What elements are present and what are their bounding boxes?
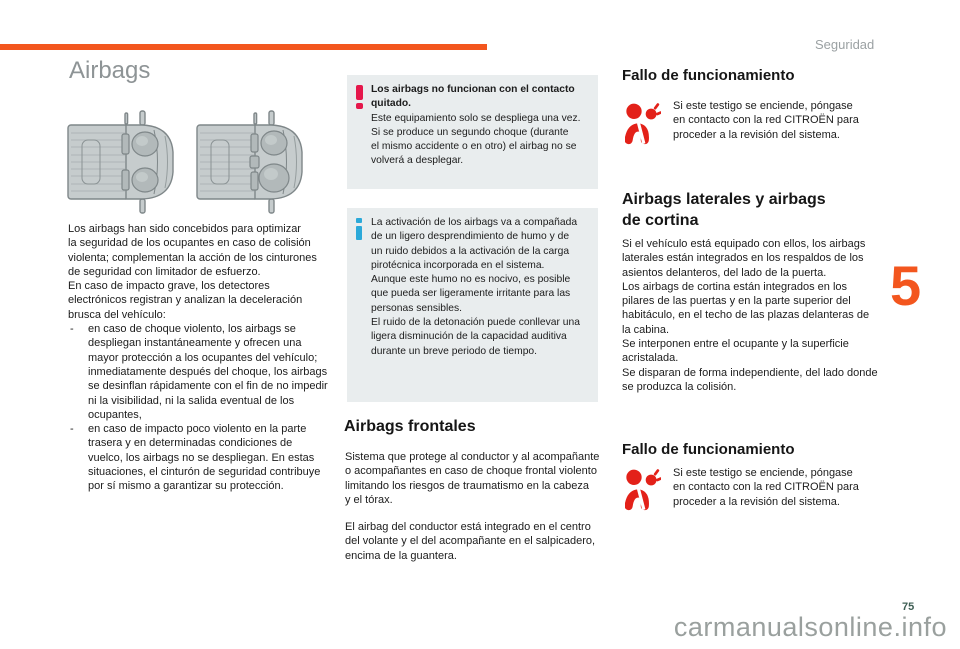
heading-airbags-laterales: Airbags laterales y airbags de cortina: [622, 191, 826, 229]
watermark: carmanualsonline.info: [673, 612, 947, 642]
warning-box: Los airbags no funcionan con el contacto…: [347, 75, 598, 189]
list-item: - en caso de impacto poco violento en la…: [68, 422, 344, 493]
list-item-text: en caso de choque violento, los airbags …: [88, 323, 328, 421]
warning-title: Los airbags no funcionan con el contacto…: [371, 84, 575, 110]
van-top-view-left-icon: [67, 110, 174, 214]
list-dash: -: [70, 323, 74, 336]
info-box: La activación de los airbags va a compañ…: [347, 208, 598, 402]
heading-fallo-2: Fallo de funcionamiento: [622, 441, 795, 458]
info-body: La activación de los airbags va a compañ…: [371, 217, 580, 357]
warning-body: Este equipamiento solo se despliega una …: [371, 112, 581, 167]
fallo-2-body: Si este testigo se enciende, póngase en …: [673, 467, 859, 508]
fallo-1-body: Si este testigo se enciende, póngase en …: [673, 100, 859, 141]
airbag-warning-icon: [625, 103, 661, 145]
list-item-text: en caso de impacto poco violento en la p…: [88, 423, 321, 493]
exclamation-icon: [356, 85, 363, 109]
frontales-paragraph-1: Sistema que protege al conductor y al ac…: [345, 451, 600, 506]
airbag-warning-icon: [625, 469, 661, 511]
info-icon: [356, 218, 362, 240]
laterales-body: Si el vehículo está equipado con ellos, …: [622, 238, 878, 393]
chapter-label: Seguridad: [815, 37, 875, 52]
page-number: 75: [902, 601, 915, 613]
page-title: Airbags: [69, 57, 151, 84]
intro-section: Los airbags han sido concebidos para opt…: [68, 222, 344, 494]
accent-bar: [0, 44, 487, 50]
heading-airbags-frontales: Airbags frontales: [344, 418, 476, 435]
heading-fallo-1: Fallo de funcionamiento: [622, 67, 795, 84]
frontales-section: Sistema que protege al conductor y al ac…: [345, 450, 607, 563]
van-top-view-right-icon: [196, 110, 303, 214]
intro-paragraph: Los airbags han sido concebidos para opt…: [68, 223, 317, 321]
list-dash: -: [70, 423, 74, 436]
frontales-paragraph-2: El airbag del conductor está integrado e…: [345, 521, 596, 562]
airbag-location-illustrations: [66, 108, 316, 218]
list-item: - en caso de choque violento, los airbag…: [68, 322, 344, 422]
chapter-number-tab: 5: [890, 254, 922, 317]
